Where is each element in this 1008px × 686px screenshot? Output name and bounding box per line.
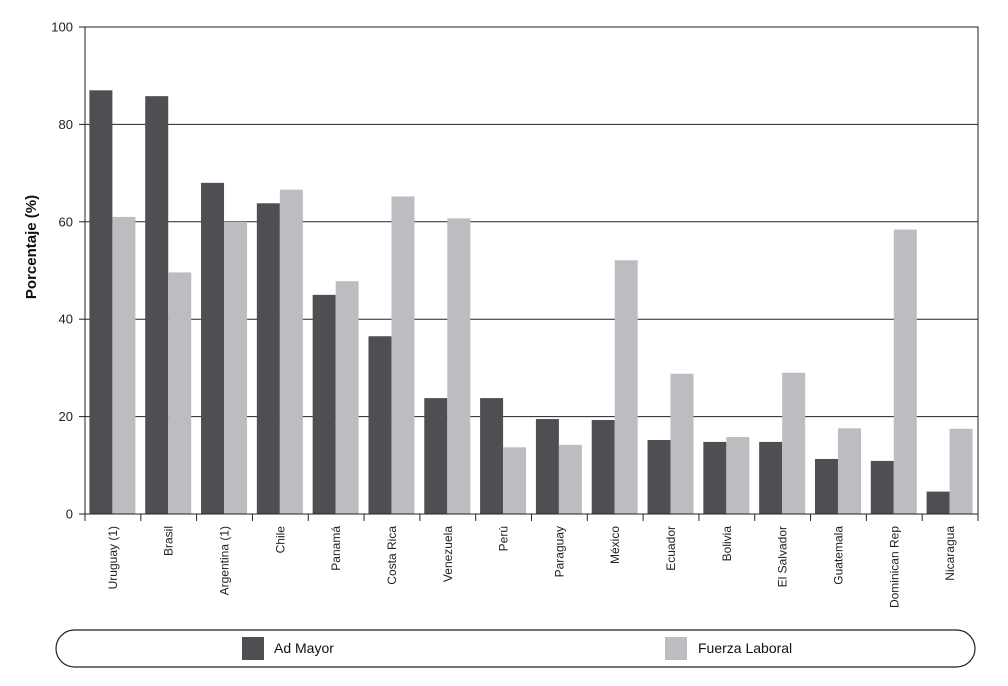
bar-fuerza-laboral: [279, 189, 303, 514]
x-tick-label: Venezuela: [441, 526, 455, 582]
x-tick-label: Perú: [497, 526, 511, 551]
bar-ad-mayor: [201, 182, 225, 514]
x-tick-labels: Uruguay (1) Brasil Argentina (1) Chile Panam…: [106, 526, 957, 608]
bar-ad-mayor: [89, 90, 113, 514]
bar-fuerza-laboral: [726, 437, 750, 514]
bar-fuerza-laboral: [503, 447, 527, 514]
bar-ad-mayor: [647, 439, 671, 514]
bar-fuerza-laboral: [837, 428, 861, 514]
legend: Ad Mayor Fuerza Laboral: [55, 629, 976, 668]
bar-ad-mayor: [814, 458, 838, 514]
legend-swatch-fuerza-laboral: [665, 637, 687, 660]
bars: [89, 90, 973, 515]
legend-swatch-ad-mayor: [242, 637, 264, 660]
x-tick-label: Costa Rica: [385, 526, 399, 585]
bar-fuerza-laboral: [670, 373, 694, 514]
bar-fuerza-laboral: [614, 260, 638, 514]
x-tick-label: Chile: [273, 526, 287, 554]
bar-ad-mayor: [759, 441, 783, 514]
bar-ad-mayor: [480, 398, 504, 514]
y-axis-title: Porcentaje (%): [23, 195, 40, 299]
bar-ad-mayor: [870, 460, 894, 514]
x-tick-label: México: [608, 526, 622, 564]
x-tick-label: Argentina (1): [218, 526, 232, 595]
y-tick-label: 0: [66, 507, 73, 522]
legend-label-ad-mayor: Ad Mayor: [274, 640, 334, 656]
x-tick-label: Paraguay: [552, 526, 566, 577]
bar-fuerza-laboral: [168, 272, 192, 514]
axes: [79, 26, 979, 521]
bar-fuerza-laboral: [558, 444, 582, 514]
y-tick-label: 80: [59, 117, 73, 132]
y-tick-label: 20: [59, 409, 73, 424]
bar-fuerza-laboral: [112, 216, 136, 514]
bar-fuerza-laboral: [949, 428, 973, 514]
y-tick-label: 100: [51, 20, 73, 35]
bar-ad-mayor: [926, 491, 950, 514]
bar-fuerza-laboral: [782, 372, 806, 514]
x-tick-label: Panamá: [329, 526, 343, 571]
bar-ad-mayor: [312, 294, 336, 514]
x-tick-label: El Salvador: [776, 526, 790, 587]
legend-label-fuerza-laboral: Fuerza Laboral: [698, 640, 792, 656]
bar-ad-mayor: [256, 203, 280, 514]
y-tick-label: 60: [59, 214, 73, 229]
x-tick-label: Bolivia: [720, 526, 734, 562]
bar-ad-mayor: [424, 398, 448, 514]
bar-ad-mayor: [703, 441, 727, 514]
bar-fuerza-laboral: [447, 218, 471, 515]
bar-ad-mayor: [535, 419, 559, 514]
bar-ad-mayor: [591, 420, 615, 514]
x-tick-label: Brasil: [162, 526, 176, 556]
legend-frame: [55, 629, 976, 668]
bar-fuerza-laboral: [335, 281, 359, 514]
x-tick-label: Uruguay (1): [106, 526, 120, 589]
bar-ad-mayor: [145, 96, 169, 515]
y-tick-label: 40: [59, 312, 73, 327]
x-tick-label: Guatemala: [831, 526, 845, 585]
bar-ad-mayor: [368, 336, 392, 514]
bar-fuerza-laboral: [893, 229, 917, 515]
x-tick-label: Dominican Rep: [887, 526, 901, 608]
x-tick-label: Nicaragua: [943, 526, 957, 581]
bar-fuerza-laboral: [224, 221, 248, 515]
bar-fuerza-laboral: [391, 196, 415, 514]
x-tick-label: Ecuador: [664, 526, 678, 571]
y-tick-labels: 0 20 40 60 80 100: [51, 20, 73, 522]
